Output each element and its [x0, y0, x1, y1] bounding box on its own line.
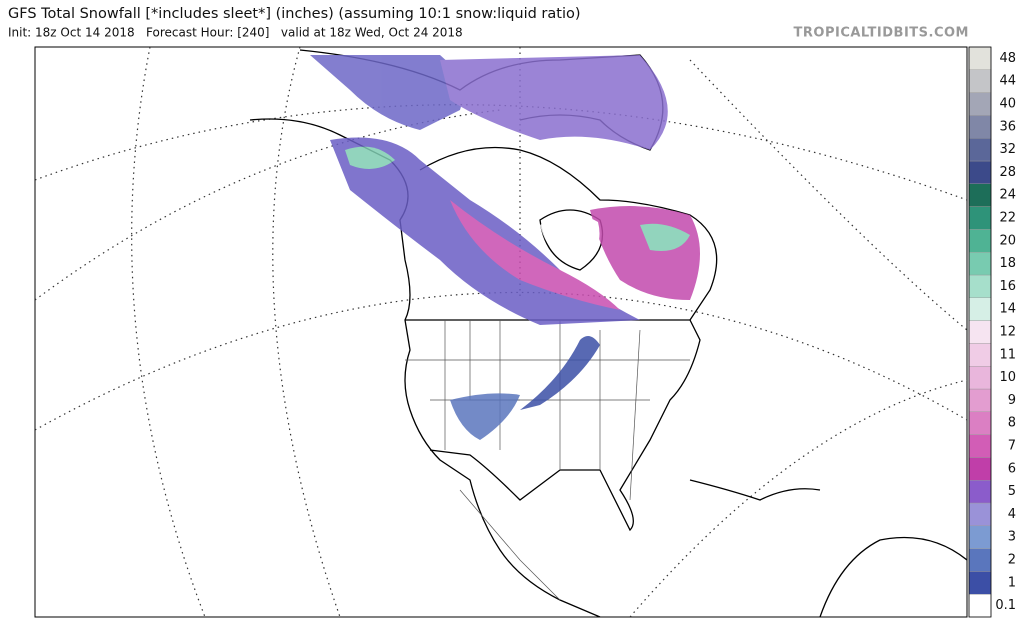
colorbar-cell	[968, 183, 992, 207]
colorbar-label: 2	[1008, 553, 1016, 568]
colorbar-label: 9	[1008, 393, 1016, 408]
colorbar-label: 6	[1008, 461, 1016, 476]
colorbar-frame	[968, 46, 992, 618]
watermark: TROPICALTIDBITS.COM	[794, 26, 969, 41]
colorbar-cell	[968, 548, 992, 572]
colorbar-cell	[968, 160, 992, 184]
colorbar-label: 48	[999, 51, 1016, 66]
colorbar-cell	[968, 594, 992, 618]
colorbar-label: 0.1	[995, 598, 1016, 613]
colorbar-cell	[968, 434, 992, 458]
colorbar-label: 5	[1008, 484, 1016, 499]
colorbar-cell	[968, 206, 992, 230]
colorbar-label: 11	[999, 347, 1016, 362]
colorbar-label: 20	[999, 233, 1016, 248]
colorbar-label: 40	[999, 97, 1016, 112]
colorbar-label: 16	[999, 279, 1016, 294]
colorbar-cell	[968, 571, 992, 595]
colorbar-cell	[968, 457, 992, 481]
title: GFS Total Snowfall [*includes sleet*] (i…	[8, 6, 581, 22]
graticule	[35, 47, 967, 617]
colorbar-cell	[968, 297, 992, 321]
subtitle: Init: 18z Oct 14 2018 Forecast Hour: [24…	[8, 26, 463, 40]
colorbar-label: 12	[999, 325, 1016, 340]
colorbar-label: 7	[1008, 439, 1016, 454]
colorbar-label: 36	[999, 119, 1016, 134]
colorbar-cell	[968, 69, 992, 93]
colorbar-cell	[968, 320, 992, 344]
colorbar-cell	[968, 525, 992, 549]
colorbar-cell	[968, 274, 992, 298]
colorbar: 0.11234567891011121416182022242832364044…	[968, 46, 1016, 618]
colorbar-cell	[968, 251, 992, 276]
map-frame	[34, 46, 968, 618]
colorbar-cell	[968, 137, 992, 162]
colorbar-label: 22	[999, 211, 1016, 226]
colorbar-cell	[968, 46, 992, 70]
colorbar-label: 3	[1008, 530, 1016, 545]
colorbar-label: 14	[999, 302, 1016, 317]
colorbar-cell	[968, 366, 992, 390]
colorbar-cell	[968, 115, 992, 139]
colorbar-label: 28	[999, 165, 1016, 180]
colorbar-label: 32	[999, 142, 1016, 157]
colorbar-label: 1	[1008, 575, 1016, 590]
colorbar-label: 8	[1008, 416, 1016, 431]
colorbar-cell	[968, 343, 992, 367]
colorbar-cell	[968, 229, 992, 253]
colorbar-label: 4	[1008, 507, 1016, 522]
snowfall-shading	[310, 55, 700, 440]
colorbar-label: 24	[999, 188, 1016, 203]
colorbar-cell	[968, 480, 992, 504]
map	[34, 46, 968, 618]
colorbar-cell	[968, 388, 992, 412]
colorbar-cell	[968, 411, 992, 435]
colorbar-label: 44	[999, 74, 1016, 89]
colorbar-cell	[968, 502, 992, 526]
colorbar-label: 10	[999, 370, 1016, 385]
colorbar-cell	[968, 92, 992, 116]
colorbar-label: 18	[999, 256, 1016, 271]
